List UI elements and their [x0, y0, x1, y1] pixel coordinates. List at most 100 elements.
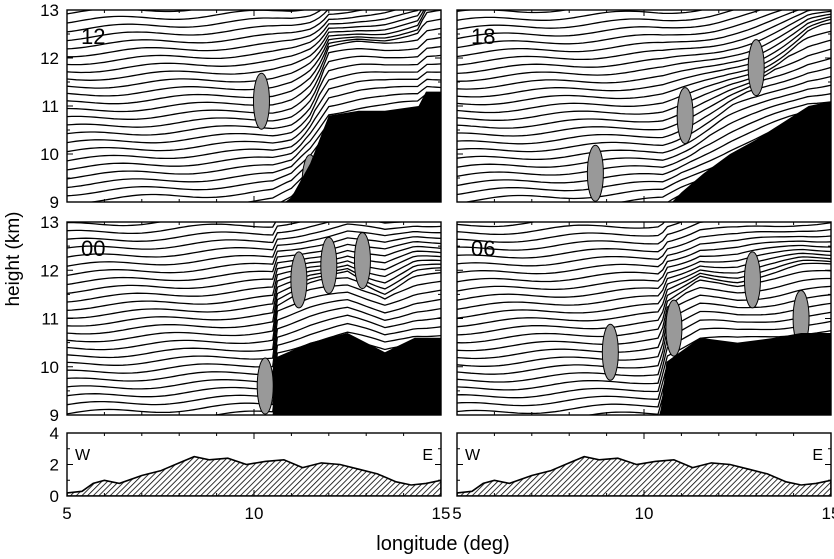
- east-label: E: [422, 447, 433, 464]
- contour-line: [457, 10, 763, 40]
- shaded-region: [665, 299, 683, 357]
- y-axis-label: height (km): [3, 211, 24, 306]
- contour-line: [457, 244, 831, 292]
- contour-line: [67, 10, 423, 74]
- contour-line: [457, 10, 784, 49]
- contour-line: [67, 236, 441, 277]
- y-tick-label: 2: [50, 456, 59, 475]
- panel-middle-left: 9 10 11 12 13 00: [40, 213, 442, 425]
- contour-line: [67, 250, 441, 303]
- contour-line: [67, 259, 441, 319]
- contour-line: [457, 93, 831, 168]
- contour-line: [67, 314, 441, 382]
- contour-line: [457, 16, 831, 90]
- contour-line: [457, 0, 831, 5]
- contour-line: [457, 84, 831, 161]
- contour-line: [67, 78, 441, 162]
- contour-line: [457, 277, 831, 352]
- shaded-region: [743, 251, 761, 309]
- x-axis-label: longitude (deg): [376, 533, 509, 555]
- shaded-region: [252, 72, 270, 130]
- east-label: E: [812, 447, 823, 464]
- terrain-fill: [273, 333, 441, 415]
- contour-line: [457, 320, 831, 391]
- contour-line: [67, 223, 441, 258]
- contour-line: [457, 256, 831, 319]
- shaded-region: [290, 251, 308, 309]
- panel-plot-area: [67, 222, 441, 415]
- panel-time-label: 06: [471, 236, 495, 261]
- x-tick-label: 10: [245, 504, 264, 523]
- y-tick-label: 9: [50, 193, 59, 212]
- contour-line: [457, 222, 709, 251]
- panel-time-label: 00: [81, 236, 105, 261]
- y-tick-label: 12: [40, 49, 59, 68]
- contour-line: [67, 272, 441, 343]
- contour-line: [457, 228, 831, 267]
- contour-line: [67, 10, 427, 89]
- contour-line: [67, 10, 425, 81]
- contour-line: [457, 10, 801, 58]
- x-tick-label: 5: [62, 504, 71, 523]
- panel-top-right: 18: [456, 0, 832, 203]
- panel-plot-area: [457, 0, 831, 202]
- contour-line: [67, 222, 408, 250]
- contour-line: [457, 235, 831, 275]
- contour-line: [457, 57, 831, 137]
- contour-line: [457, 252, 831, 310]
- contour-line: [457, 10, 570, 14]
- shaded-region: [676, 87, 694, 145]
- contour-line: [67, 10, 329, 42]
- panel-middle-right: 06: [456, 221, 832, 416]
- contour-line: [457, 18, 831, 98]
- y-tick-label: 13: [40, 213, 59, 232]
- contour-line: [457, 66, 831, 145]
- terrain-fill: [285, 91, 441, 202]
- contour-line: [67, 10, 322, 33]
- y-tick-label: 9: [50, 406, 59, 425]
- contour-line: [67, 10, 441, 97]
- shaded-region: [256, 357, 274, 415]
- west-label: W: [465, 447, 481, 464]
- contour-line: [457, 10, 818, 66]
- contour-line: [67, 10, 367, 50]
- panel-time-label: 18: [471, 24, 495, 49]
- topography-area: [457, 455, 831, 496]
- contour-line: [457, 330, 831, 399]
- contour-line: [67, 222, 164, 227]
- contour-line: [457, 262, 831, 336]
- contour-line: [67, 241, 441, 286]
- topography-area: [67, 455, 441, 496]
- contour-line: [457, 48, 831, 129]
- contour-line: [67, 306, 441, 374]
- y-tick-label: 13: [40, 1, 59, 20]
- contour-line: [457, 10, 831, 75]
- contour-line: [67, 263, 441, 327]
- panel-bottom-right: W E 5 10 15: [452, 432, 834, 523]
- contour-line: [67, 340, 441, 406]
- contour-line: [457, 222, 666, 236]
- contour-line: [67, 71, 441, 153]
- shaded-region: [353, 232, 371, 290]
- shaded-region: [601, 323, 619, 381]
- contour-line: [67, 289, 441, 359]
- contour-line: [457, 269, 831, 344]
- contour-line: [67, 280, 441, 351]
- y-tick-label: 4: [50, 424, 59, 443]
- y-tick-label: 0: [50, 487, 59, 506]
- contour-line: [457, 302, 831, 375]
- contour-line: [457, 240, 831, 283]
- contour-line: [67, 245, 441, 295]
- contour-line: [457, 285, 831, 360]
- contour-line: [457, 10, 736, 31]
- y-tick-label: 10: [40, 358, 59, 377]
- contour-line: [67, 10, 399, 58]
- y-tick-label: 12: [40, 261, 59, 280]
- shaded-region: [747, 39, 765, 97]
- y-tick-label: 11: [41, 97, 59, 116]
- panel-plot-area: [67, 0, 441, 202]
- contour-line: [67, 0, 441, 5]
- y-tick-label: 10: [40, 145, 59, 164]
- west-label: W: [75, 447, 91, 464]
